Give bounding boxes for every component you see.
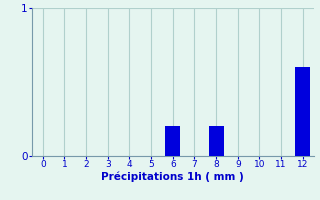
Bar [209, 126, 224, 156]
Bar [295, 67, 310, 156]
Bar [165, 126, 180, 156]
X-axis label: Précipitations 1h ( mm ): Précipitations 1h ( mm ) [101, 172, 244, 182]
